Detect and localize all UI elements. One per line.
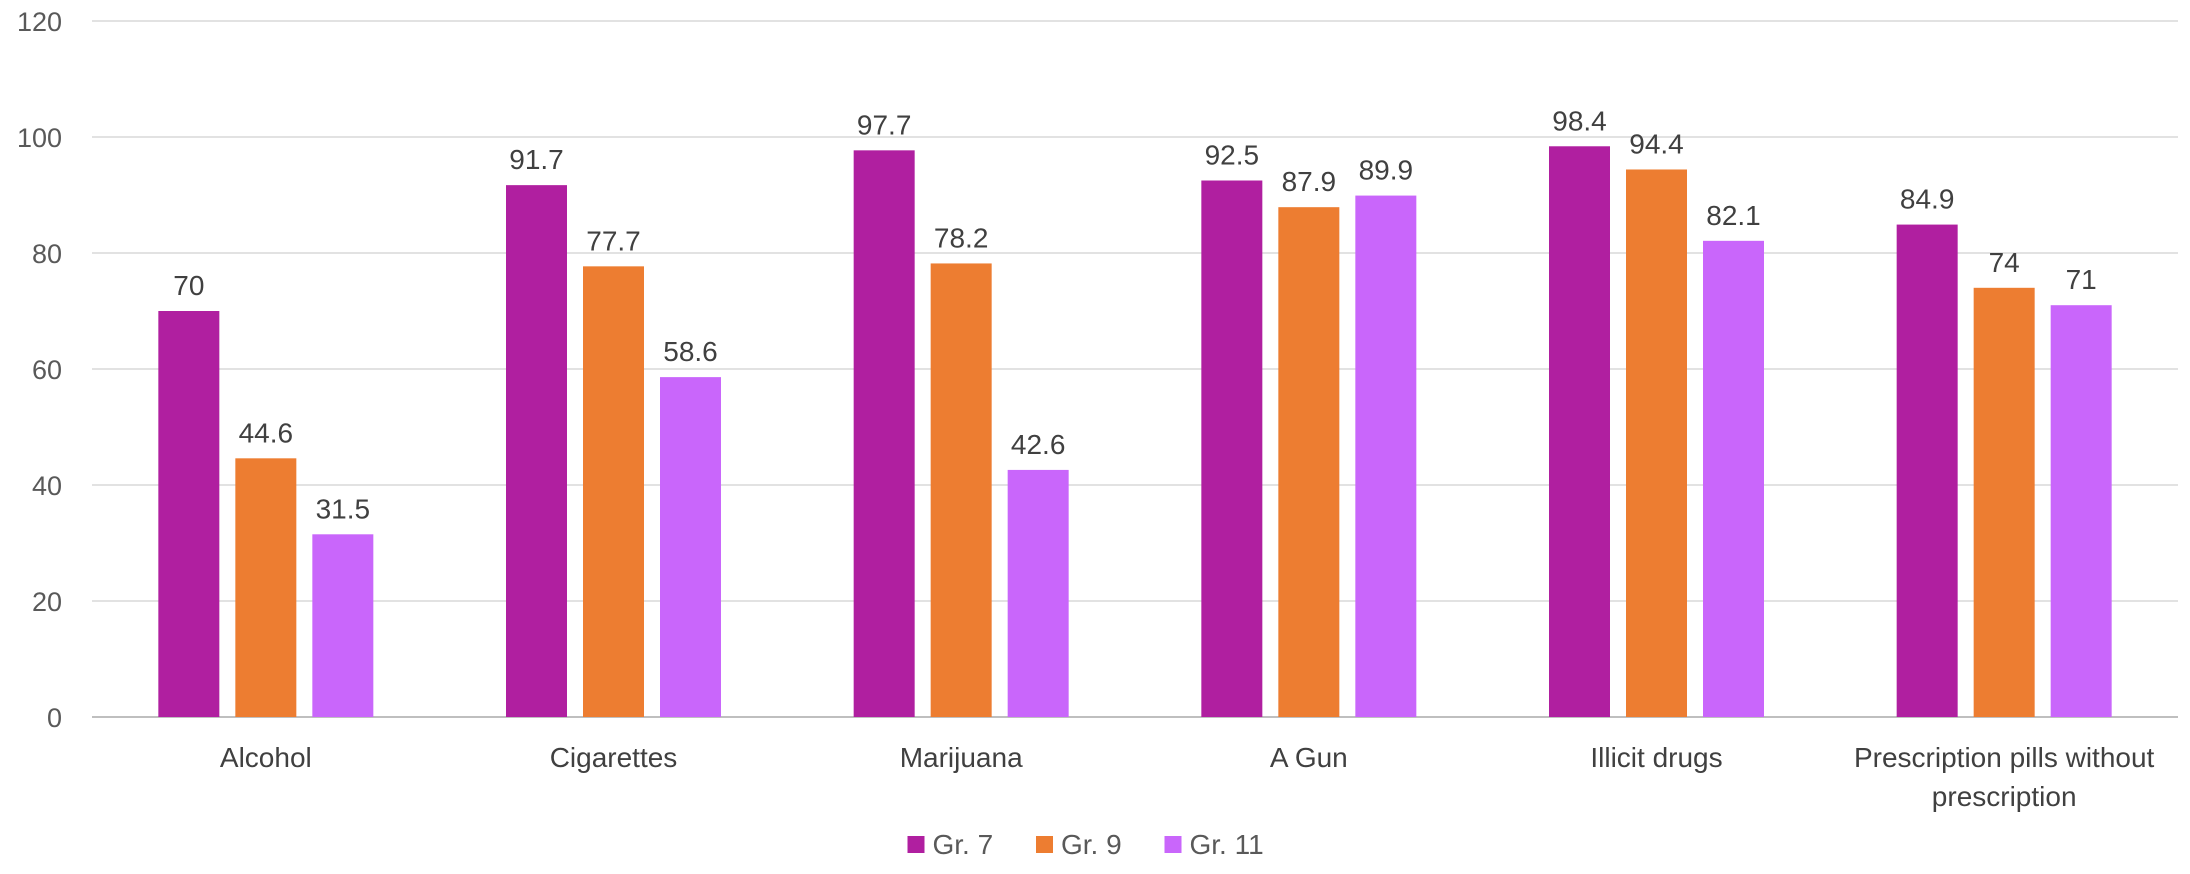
bar	[2050, 305, 2112, 717]
data-label: 97.7	[857, 109, 912, 140]
y-tick-label: 40	[32, 471, 62, 501]
data-label: 94.4	[1629, 128, 1684, 159]
bar	[235, 458, 297, 717]
data-label: 77.7	[586, 225, 641, 256]
bar	[660, 377, 721, 717]
y-axis-ticks: 0 20 40 60 80 100 120	[17, 7, 62, 733]
legend-swatch	[1036, 836, 1053, 853]
bar	[1201, 180, 1263, 717]
bar	[1626, 169, 1687, 718]
x-category-label: Marijuana	[900, 742, 1023, 773]
bar	[1896, 224, 1958, 717]
bar	[506, 185, 567, 717]
legend-swatch	[1164, 836, 1182, 853]
legend: Gr. 7 Gr. 9 Gr. 11	[907, 829, 1264, 860]
x-category-label: A Gun	[1270, 742, 1348, 773]
data-label: 89.9	[1359, 155, 1414, 186]
data-label: 70	[173, 270, 204, 301]
data-label: 44.6	[239, 417, 294, 448]
bars	[158, 146, 2112, 718]
legend-swatch	[907, 836, 925, 853]
data-label: 98.4	[1552, 105, 1607, 136]
y-tick-label: 120	[17, 7, 62, 37]
data-label: 71	[2066, 264, 2097, 295]
legend-label: Gr. 11	[1190, 829, 1264, 860]
x-category-label: prescription	[1932, 781, 2077, 812]
bar	[930, 263, 992, 717]
data-label: 82.1	[1706, 200, 1761, 231]
y-tick-label: 80	[32, 239, 62, 269]
x-category-label: Prescription pills without	[1854, 742, 2155, 773]
y-tick-label: 60	[32, 355, 62, 385]
y-tick-label: 0	[47, 703, 62, 733]
data-labels: 70 44.6 31.5 91.7 77.7 58.6 97.7 78.2 42.6 92.5 87…	[173, 105, 2096, 524]
data-label: 78.2	[934, 222, 989, 253]
bar	[1549, 146, 1610, 717]
data-label: 42.6	[1011, 429, 1066, 460]
data-label: 92.5	[1205, 140, 1260, 171]
bar	[1355, 195, 1417, 717]
data-label: 87.9	[1282, 166, 1337, 197]
bar	[1007, 469, 1069, 717]
bar	[312, 534, 374, 717]
x-category-label: Alcohol	[220, 742, 312, 773]
x-category-label: Cigarettes	[550, 742, 678, 773]
data-label: 58.6	[663, 336, 718, 367]
bar	[1278, 207, 1340, 717]
x-category-label: Illicit drugs	[1590, 742, 1722, 773]
y-tick-label: 20	[32, 587, 62, 617]
data-label: 31.5	[316, 493, 371, 524]
legend-label: Gr. 9	[1061, 829, 1122, 860]
x-axis-categories: Alcohol Cigarettes Marijuana A Gun Illicit d…	[220, 742, 2155, 812]
data-label: 84.9	[1900, 184, 1955, 215]
y-tick-label: 100	[17, 123, 62, 153]
bar	[583, 266, 644, 717]
data-label: 74	[1989, 247, 2020, 278]
gridlines	[92, 20, 2178, 718]
legend-label: Gr. 7	[933, 829, 994, 860]
bar	[1973, 287, 2035, 717]
bar	[158, 311, 220, 717]
bar	[1703, 240, 1764, 717]
bar	[853, 150, 915, 718]
data-label: 91.7	[509, 144, 564, 175]
